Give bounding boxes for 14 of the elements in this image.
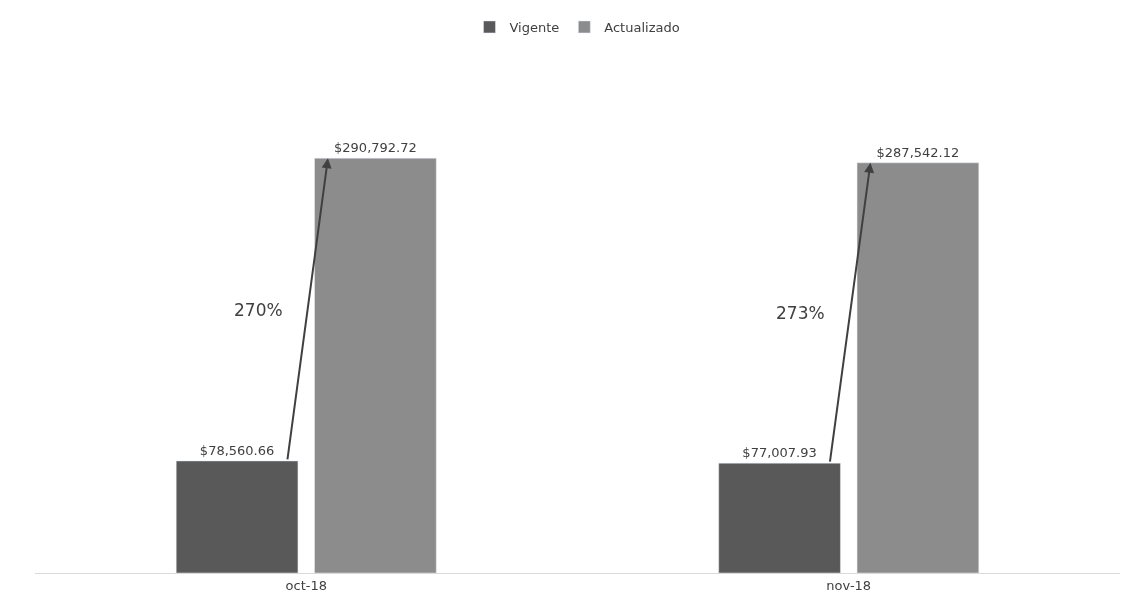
- legend-label: Vigente: [509, 20, 560, 36]
- legend-label: Actualizado: [604, 20, 680, 36]
- annotation: 273%: [776, 303, 825, 323]
- data-label: $77,007.93: [742, 445, 817, 461]
- data-label: $287,542.12: [876, 144, 960, 160]
- bar: [856, 162, 980, 573]
- bar: [175, 460, 299, 573]
- bar: [718, 462, 841, 573]
- annotation: 270%: [234, 300, 283, 320]
- data-label: $78,560.66: [199, 442, 275, 458]
- bar: [314, 157, 437, 573]
- x-tick-label: oct-18: [285, 577, 327, 593]
- data-label: $290,792.72: [334, 140, 417, 156]
- x-tick-label: nov-18: [826, 577, 872, 593]
